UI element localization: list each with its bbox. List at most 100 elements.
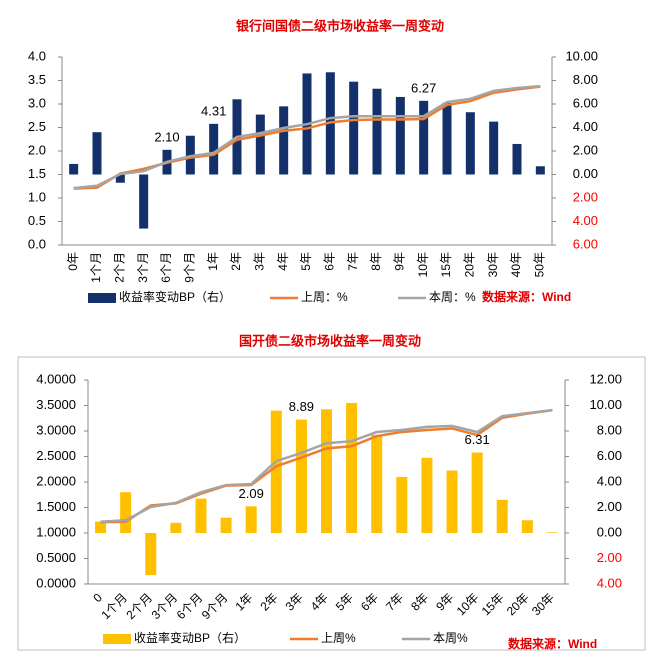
x-tick-label: 20年 — [463, 252, 477, 277]
source-note: 数据来源：Wind — [482, 289, 571, 304]
y-tick-label: 0.0000 — [36, 575, 76, 590]
x-tick-label: 9年 — [393, 252, 407, 271]
x-tick-label: 0年 — [66, 252, 80, 271]
y-tick-label: 3.0 — [28, 95, 46, 110]
bar — [371, 434, 383, 533]
legend-swatch — [103, 634, 131, 644]
x-tick-label: 3年 — [253, 252, 267, 271]
bar — [535, 166, 545, 175]
x-tick-label: 7年 — [383, 590, 406, 613]
legend-swatch — [88, 293, 116, 303]
line — [100, 408, 553, 524]
x-tick-label: 1个月 — [98, 590, 130, 622]
y-tick-label: 2.5 — [28, 119, 46, 134]
legend-label: 收益率变动BP（右） — [119, 289, 231, 304]
bar — [465, 112, 475, 175]
bar — [120, 492, 132, 533]
bar — [245, 506, 257, 533]
bar — [512, 143, 522, 175]
chart-title: 国开债二级市场收益率一周变动 — [239, 333, 421, 348]
y-tick-label: 0.0 — [28, 236, 46, 251]
data-label: 2.10 — [154, 129, 179, 144]
x-tick-label: 6年 — [358, 590, 381, 613]
y-tick-label: 3.5000 — [36, 397, 76, 412]
bar — [421, 457, 433, 533]
bar — [471, 452, 483, 533]
bar — [279, 106, 289, 175]
bar — [446, 470, 458, 533]
y-tick-label: 2.0000 — [36, 473, 76, 488]
y2-tick-label: 2.00 — [597, 550, 622, 565]
x-tick-label: 7年 — [346, 252, 360, 271]
x-tick-label: 8年 — [369, 252, 383, 271]
x-tick-label: 2个月 — [113, 252, 127, 283]
bar — [442, 102, 452, 175]
line — [73, 84, 541, 190]
x-tick-label: 1个月 — [89, 252, 103, 283]
bar — [270, 410, 282, 533]
y2-tick-label: 12.00 — [589, 371, 622, 386]
x-tick-label: 30年 — [486, 252, 500, 277]
bar — [521, 520, 533, 533]
bar — [255, 114, 265, 175]
bar — [546, 532, 558, 533]
y2-tick-label: 10.00 — [589, 397, 622, 412]
bar — [349, 81, 359, 175]
y-tick-label: 4.0000 — [36, 371, 76, 386]
x-tick-label: 50年 — [533, 252, 547, 277]
bar — [69, 163, 79, 175]
bar — [496, 499, 508, 533]
data-label: 2.09 — [239, 486, 264, 501]
data-label: 6.27 — [411, 80, 436, 95]
x-tick-label: 10年 — [416, 252, 430, 277]
y-tick-label: 0.5000 — [36, 550, 76, 565]
x-tick-label: 5年 — [299, 252, 313, 271]
y-tick-label: 3.5 — [28, 72, 46, 87]
bar — [372, 88, 382, 175]
source-note: 数据来源：Wind — [508, 636, 597, 651]
y2-tick-label: 8.00 — [573, 72, 598, 87]
legend-label: 本周：% — [429, 290, 476, 304]
x-tick-label: 4年 — [308, 590, 331, 613]
y2-tick-label: 4.00 — [597, 473, 622, 488]
y2-tick-label: 4.00 — [573, 213, 598, 228]
y-tick-label: 3.0000 — [36, 422, 76, 437]
data-label: 8.89 — [289, 399, 314, 414]
y-tick-label: 1.0 — [28, 189, 46, 204]
y2-tick-label: 4.00 — [573, 119, 598, 134]
y2-tick-label: 0.00 — [573, 166, 598, 181]
y-tick-label: 2.5000 — [36, 448, 76, 463]
x-tick-label: 3个月 — [149, 590, 181, 622]
x-tick-label: 30年 — [529, 590, 557, 618]
x-tick-label: 6个月 — [174, 590, 206, 622]
x-tick-label: 9个月 — [183, 252, 197, 283]
bar — [92, 132, 102, 175]
y2-tick-label: 10.00 — [565, 48, 598, 63]
y2-tick-label: 0.00 — [597, 524, 622, 539]
bar — [139, 174, 149, 229]
x-tick-label: 3年 — [283, 590, 306, 613]
bar — [195, 498, 207, 533]
x-tick-label: 2个月 — [124, 590, 156, 622]
y2-tick-label: 8.00 — [597, 422, 622, 437]
x-tick-label: 2年 — [258, 590, 281, 613]
legend-label: 本周% — [433, 631, 468, 645]
y-tick-label: 1.5 — [28, 166, 46, 181]
bar — [145, 533, 157, 576]
x-tick-label: 40年 — [509, 252, 523, 277]
x-tick-label: 5年 — [333, 590, 356, 613]
bar — [170, 522, 182, 533]
legend-label: 收益率变动BP（右） — [134, 630, 246, 645]
y-tick-label: 1.0000 — [36, 524, 76, 539]
x-tick-label: 4年 — [276, 252, 290, 271]
x-tick-label: 0 — [90, 590, 105, 605]
bar — [419, 100, 429, 175]
bar — [95, 521, 107, 533]
x-tick-label: 6年 — [323, 252, 337, 271]
y-tick-label: 0.5 — [28, 213, 46, 228]
y-tick-label: 1.5000 — [36, 499, 76, 514]
y2-tick-label: 6.00 — [597, 448, 622, 463]
y2-tick-label: 6.00 — [573, 236, 598, 251]
legend-label: 上周% — [321, 631, 356, 645]
